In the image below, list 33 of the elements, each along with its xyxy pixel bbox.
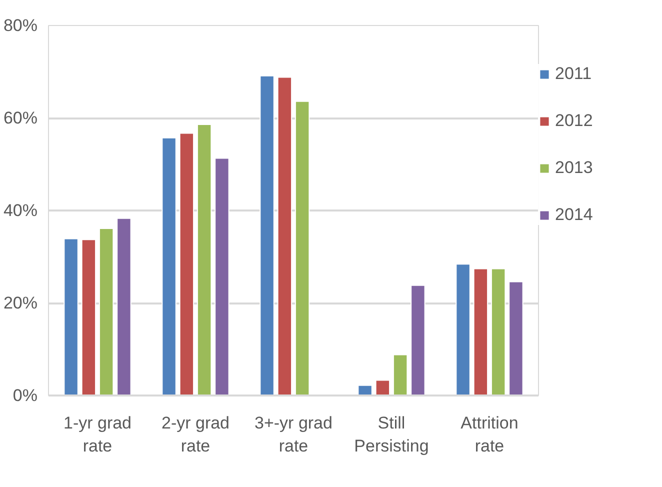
- y-tick-label: 20%: [3, 294, 38, 312]
- bar: [277, 76, 292, 396]
- y-tick-label: 0%: [12, 386, 38, 405]
- legend-label: 2014: [555, 205, 593, 225]
- x-tick-label: 2-yr grad rate: [161, 414, 230, 456]
- bar: [116, 218, 132, 396]
- bar: [64, 238, 78, 396]
- y-tick-label: 60%: [3, 108, 38, 128]
- legend-label: 2011: [555, 64, 592, 84]
- bar: [473, 268, 488, 396]
- y-tick-label: 40%: [3, 201, 38, 220]
- bar: [358, 384, 372, 396]
- x-tick-label: Still Persisting: [354, 414, 429, 456]
- bar: [162, 137, 176, 396]
- bar: [392, 354, 408, 396]
- bar: [81, 239, 96, 396]
- legend-label: 2013: [555, 158, 593, 178]
- bar: [508, 281, 524, 396]
- bar: [98, 228, 114, 396]
- bar: [456, 264, 470, 396]
- bar: [260, 75, 274, 396]
- bar: [375, 380, 390, 396]
- bar: [294, 100, 310, 396]
- bar: [410, 284, 426, 396]
- bar: [179, 132, 194, 396]
- x-tick-label: 1-yr grad rate: [63, 414, 132, 456]
- legend-label: 2012: [555, 111, 593, 131]
- x-tick-label: 3+-yr grad rate: [254, 414, 332, 456]
- bar: [214, 158, 230, 396]
- y-tick-label: 80%: [3, 16, 38, 35]
- bar: [490, 268, 506, 396]
- bar: [196, 124, 212, 396]
- x-tick-label: Attrition rate: [460, 414, 518, 456]
